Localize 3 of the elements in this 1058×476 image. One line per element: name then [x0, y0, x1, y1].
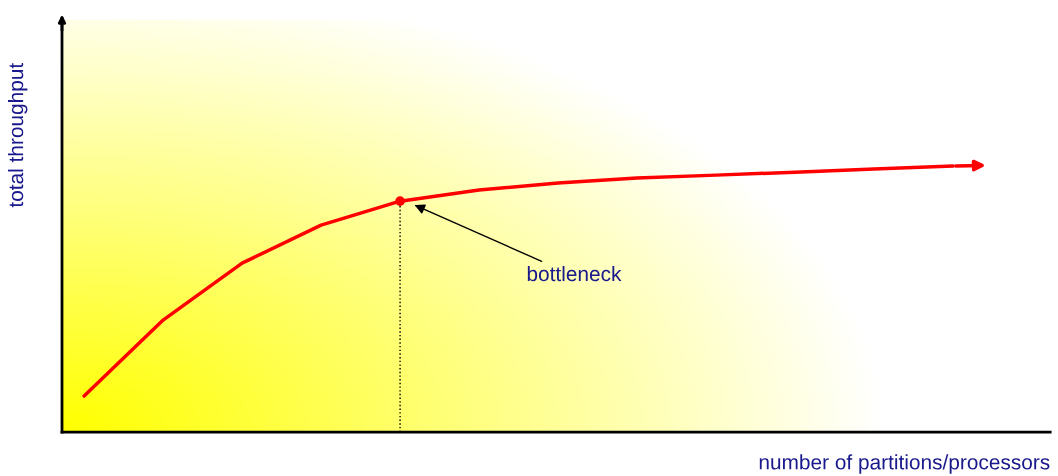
y-axis-title: total throughput [7, 62, 28, 208]
annotation: bottleneck [527, 265, 622, 282]
x-axis-title: number of partitions/processors [759, 454, 1050, 474]
